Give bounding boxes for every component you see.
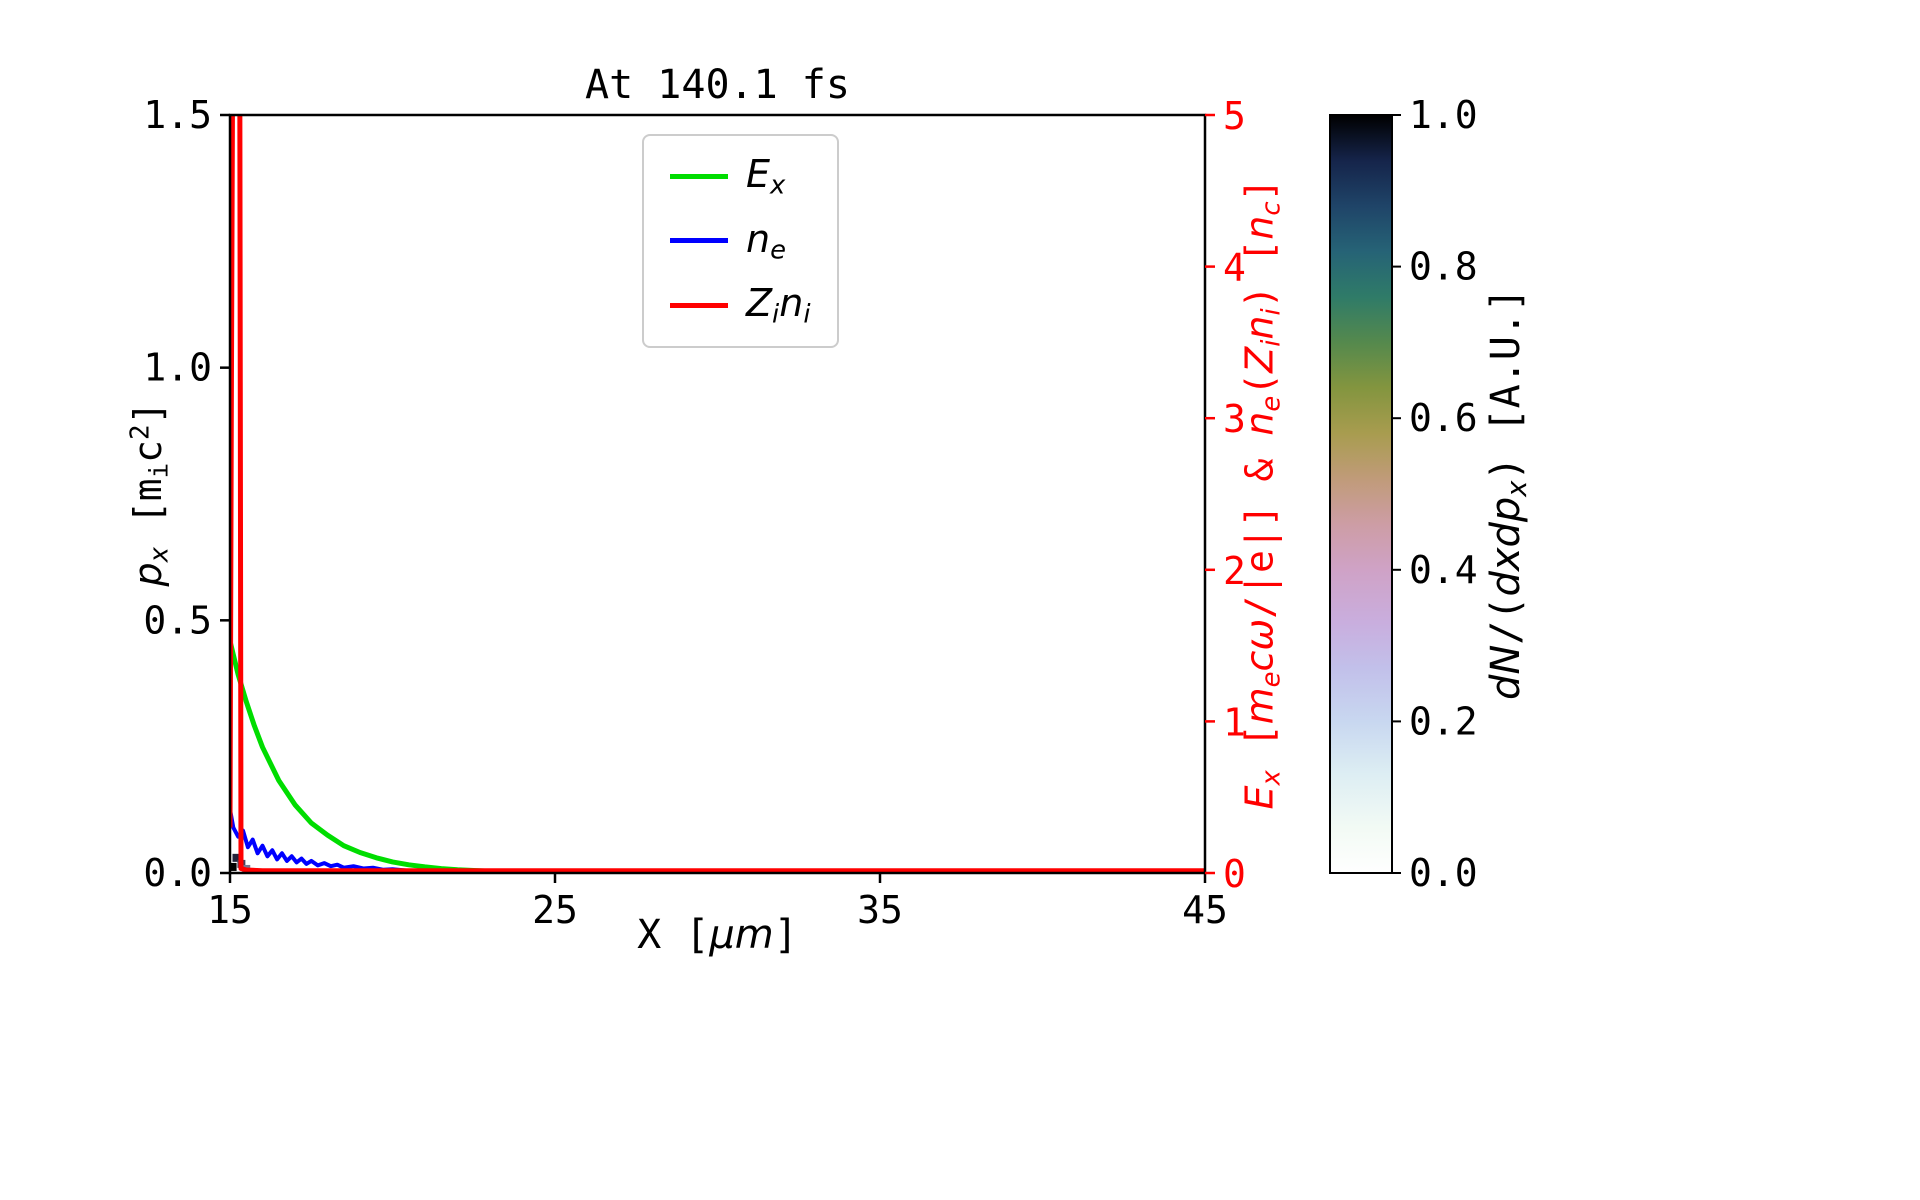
svg-text:0.5: 0.5 xyxy=(143,598,212,642)
chart-title: At 140.1 fs xyxy=(585,62,850,108)
svg-text:1.0: 1.0 xyxy=(1409,93,1478,137)
svg-text:5: 5 xyxy=(1223,94,1246,138)
legend-item-ex: Ex xyxy=(670,152,811,201)
svg-text:15: 15 xyxy=(207,888,253,932)
x-axis-label: X [μm] xyxy=(637,912,798,958)
legend-label-ne: ne xyxy=(746,216,786,266)
y-axis-label-right: Ex [mecω/|e|] & ne(Zini) [nc] xyxy=(1237,178,1287,810)
y-axis-label-left: px [mic2] xyxy=(125,401,175,587)
legend: Ex ne Zini xyxy=(642,134,839,348)
svg-text:2: 2 xyxy=(1223,549,1246,593)
ne-line-sample xyxy=(670,238,728,244)
svg-text:25: 25 xyxy=(532,888,578,932)
svg-text:0.6: 0.6 xyxy=(1409,396,1478,440)
svg-text:45: 45 xyxy=(1182,888,1228,932)
svg-text:3: 3 xyxy=(1223,397,1246,441)
svg-text:1.5: 1.5 xyxy=(143,93,212,137)
svg-text:35: 35 xyxy=(857,888,903,932)
legend-label-ex: Ex xyxy=(746,152,786,201)
svg-text:0.0: 0.0 xyxy=(143,851,212,895)
legend-label-zini: Zini xyxy=(746,281,811,330)
legend-item-ne: ne xyxy=(670,216,811,266)
svg-text:0.0: 0.0 xyxy=(1409,851,1478,895)
svg-text:0.4: 0.4 xyxy=(1409,548,1478,592)
zini-line-sample xyxy=(670,302,728,308)
svg-text:0.8: 0.8 xyxy=(1409,245,1478,289)
svg-text:0.2: 0.2 xyxy=(1409,699,1478,743)
svg-text:1.0: 1.0 xyxy=(143,346,212,390)
colorbar-label: dN/(dxdpx) [A.U.] xyxy=(1483,287,1533,701)
svg-text:1: 1 xyxy=(1223,700,1246,744)
ex-line-sample xyxy=(670,173,728,179)
legend-item-zini: Zini xyxy=(670,281,811,330)
svg-text:0: 0 xyxy=(1223,852,1246,896)
svg-text:4: 4 xyxy=(1223,246,1246,290)
